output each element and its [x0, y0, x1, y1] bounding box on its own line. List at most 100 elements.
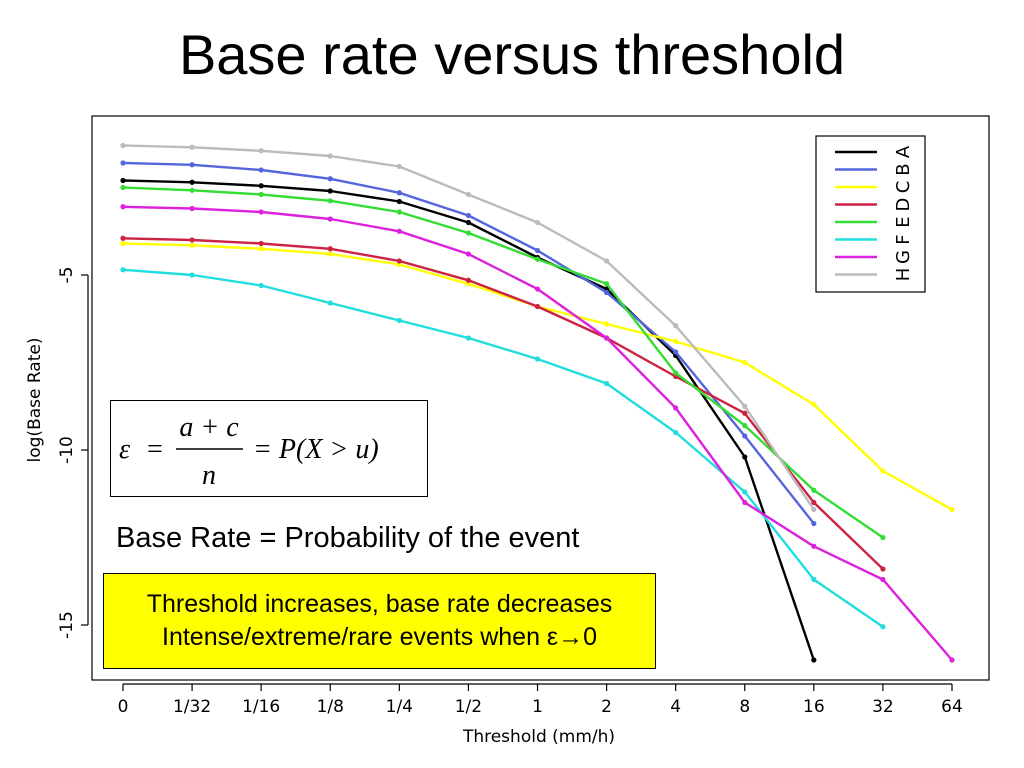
- series-line-F: [122, 268, 884, 628]
- data-point-G: [534, 286, 541, 292]
- x-tick-label: 16: [803, 697, 825, 717]
- data-point-F: [534, 356, 541, 362]
- data-point-H: [673, 323, 679, 329]
- data-point-F: [396, 317, 402, 324]
- data-point-G: [396, 228, 402, 234]
- legend-label-G: G: [893, 250, 914, 264]
- data-point-B: [120, 160, 126, 166]
- formula-numerator: a + c: [179, 412, 239, 443]
- data-point-B: [673, 349, 679, 355]
- y-axis-label: log(Base Rate): [25, 338, 45, 463]
- data-point-G: [603, 335, 610, 341]
- formula-epsilon: ε: [119, 434, 130, 465]
- x-tick-label: 0: [118, 697, 129, 717]
- data-point-H: [189, 144, 195, 150]
- data-point-B: [811, 520, 817, 527]
- data-point-A: [742, 454, 748, 460]
- data-point-C: [949, 506, 955, 513]
- data-point-E: [811, 487, 817, 493]
- data-point-C: [811, 401, 817, 408]
- data-point-B: [465, 212, 472, 219]
- data-point-F: [189, 272, 195, 278]
- x-tick-label: 1/16: [242, 697, 280, 717]
- legend-label-D: D: [893, 198, 914, 212]
- data-point-E: [120, 184, 126, 191]
- data-point-A: [396, 198, 402, 205]
- formula-denominator: n: [202, 460, 216, 491]
- data-point-G: [742, 499, 748, 506]
- y-tick-label: -15: [57, 611, 77, 639]
- data-point-D: [189, 237, 195, 243]
- data-point-E: [465, 230, 472, 236]
- y-tick-label: -5: [57, 267, 77, 284]
- data-point-D: [534, 303, 541, 310]
- data-point-D: [465, 277, 472, 283]
- data-point-E: [742, 422, 748, 429]
- legend-box: [815, 135, 926, 293]
- data-point-A: [327, 188, 333, 194]
- data-point-A: [189, 179, 195, 185]
- data-point-E: [603, 281, 610, 287]
- data-point-C: [603, 321, 610, 327]
- formula-rhs: = P(X > u): [253, 434, 379, 465]
- slide-title: Base rate versus threshold: [178, 23, 846, 86]
- x-axis-label: Threshold (mm/h): [462, 727, 615, 747]
- data-point-B: [189, 162, 195, 168]
- legend-label-E: E: [893, 216, 914, 227]
- data-point-F: [465, 335, 472, 341]
- data-point-H: [811, 506, 817, 513]
- plot-frame: [91, 115, 990, 681]
- data-point-F: [880, 624, 886, 630]
- data-point-C: [880, 468, 886, 474]
- data-point-H: [327, 153, 333, 159]
- x-tick-label: 1/8: [317, 697, 344, 717]
- data-point-E: [189, 187, 195, 193]
- data-point-G: [189, 205, 195, 212]
- data-point-G: [120, 204, 126, 210]
- y-tick-label: -10: [57, 436, 77, 464]
- data-point-C: [189, 242, 195, 248]
- data-point-H: [465, 191, 472, 198]
- data-point-G: [880, 576, 886, 583]
- data-point-C: [673, 338, 679, 345]
- note-line-1: Threshold increases, base rate decreases: [146, 590, 613, 618]
- base-rate-definition: Base Rate = Probability of the event: [116, 522, 580, 554]
- data-point-E: [880, 534, 886, 541]
- legend-label-C: C: [893, 181, 914, 194]
- data-point-F: [603, 380, 610, 387]
- x-tick-label: 64: [941, 697, 963, 717]
- legend-label-B: B: [893, 163, 914, 175]
- x-tick-label: 8: [739, 697, 750, 717]
- data-point-D: [120, 235, 126, 241]
- x-tick-label: 32: [872, 697, 894, 717]
- data-point-B: [742, 433, 748, 439]
- data-point-D: [880, 566, 886, 572]
- series-line-E: [122, 186, 884, 539]
- data-point-F: [327, 300, 333, 306]
- data-point-A: [120, 177, 126, 184]
- data-point-H: [603, 258, 610, 264]
- data-point-C: [327, 251, 333, 257]
- x-tick-label: 2: [601, 697, 612, 717]
- data-point-D: [258, 240, 264, 247]
- formula-box: ε = a + c n = P(X > u): [110, 400, 428, 497]
- data-point-F: [258, 282, 264, 289]
- data-point-D: [811, 499, 817, 506]
- x-tick-label: 1/32: [173, 697, 211, 717]
- x-tick-label: 1/4: [386, 697, 413, 717]
- data-point-C: [742, 359, 748, 366]
- data-point-H: [742, 403, 748, 409]
- data-point-G: [327, 216, 333, 222]
- x-tick-label: 1/2: [455, 697, 482, 717]
- x-tick-label: 1: [532, 697, 543, 717]
- data-point-D: [742, 410, 748, 416]
- data-point-G: [811, 543, 817, 549]
- data-point-F: [673, 429, 679, 436]
- data-point-E: [327, 198, 333, 204]
- data-point-E: [258, 191, 264, 198]
- formula-equals: =: [147, 434, 163, 465]
- data-point-D: [396, 258, 402, 264]
- data-point-F: [742, 489, 748, 495]
- legend-label-H: H: [893, 268, 914, 282]
